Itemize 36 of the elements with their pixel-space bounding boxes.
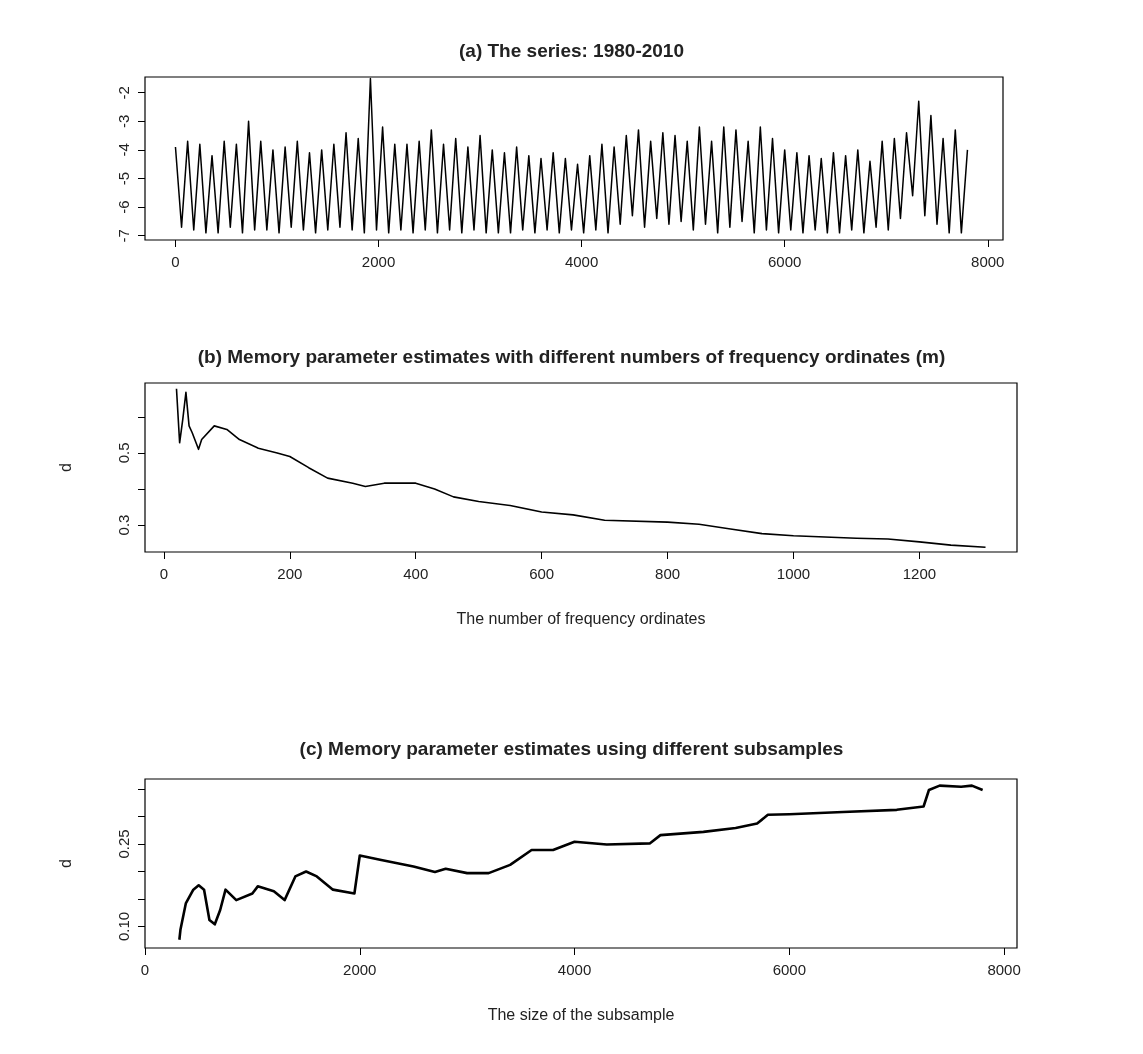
x-tick-label: 0 [140, 961, 150, 978]
y-tick-label: 0.25 [115, 829, 132, 859]
chart-title: (b) Memory parameter estimates with different numbers of frequency ordinates (m) [197, 346, 946, 367]
x-tick-label: 2000 [343, 961, 377, 978]
x-tick-label: 1000 [776, 565, 811, 582]
x-tick-label: 400 [403, 565, 429, 582]
x-axis-title: The size of the subsample [487, 1005, 675, 1023]
x-tick-label: 6000 [768, 253, 802, 270]
y-tick-label: -4 [115, 143, 132, 157]
y-tick-label: 0.10 [115, 911, 132, 942]
chart-title: (a) The series: 1980-2010 [459, 40, 684, 61]
x-tick-label: 1200 [902, 565, 937, 582]
y-tick-label: -3 [115, 114, 132, 128]
line-series [175, 387, 987, 549]
x-axis-title: The number of frequency ordinates [456, 609, 706, 627]
chart-title: (c) Memory parameter estimates using different subsamples [299, 738, 844, 759]
y-tick-label: -7 [115, 229, 132, 243]
x-tick-label: 200 [277, 565, 303, 582]
y-tick-label: -6 [115, 200, 132, 214]
x-tick-label: 6000 [772, 961, 807, 978]
x-tick-label: 4000 [557, 961, 592, 978]
y-tick-label: 0.3 [115, 514, 132, 536]
y-tick-label: -2 [115, 86, 132, 100]
x-tick-label: 800 [655, 565, 681, 582]
x-tick-label: 0 [159, 565, 169, 582]
y-tick-label: -5 [115, 171, 132, 186]
x-tick-label: 4000 [564, 253, 599, 270]
x-tick-label: 8000 [987, 961, 1021, 978]
y-axis-title: d [56, 859, 74, 868]
x-tick-label: 0 [171, 253, 180, 270]
y-axis-title: d [56, 463, 74, 472]
x-tick-label: 2000 [361, 253, 396, 270]
line-series [178, 784, 984, 942]
y-tick-label: 0.5 [115, 442, 132, 464]
x-tick-label: 600 [529, 565, 555, 582]
x-tick-label: 8000 [971, 253, 1005, 270]
